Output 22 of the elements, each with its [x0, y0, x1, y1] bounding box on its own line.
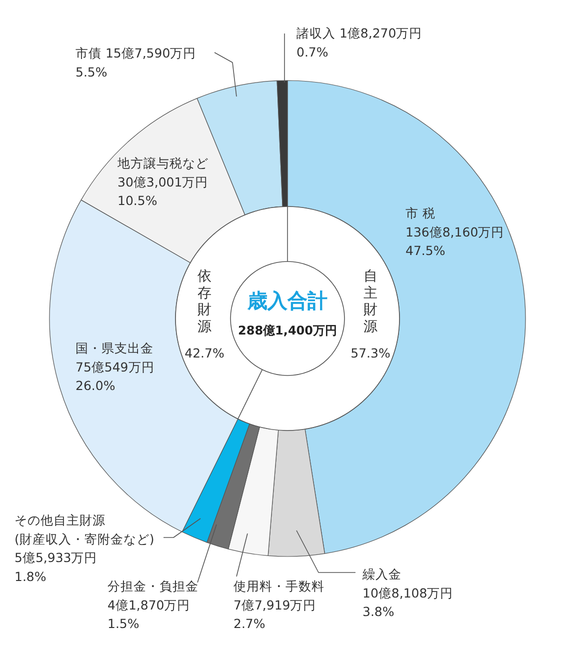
- text: 自主財源: [364, 268, 378, 335]
- text: 依存財源: [198, 268, 212, 335]
- slice-label: 諸収入 1億8,270万円 0.7%: [296, 26, 422, 60]
- slice-label: 地方譲与税など: [116, 156, 208, 170]
- slice-label: 使用料・手数料: [234, 578, 324, 594]
- slice-label: 分担金・負担金: [108, 578, 198, 594]
- slice-label: 市債 15億7,590万円 5.5%: [76, 46, 196, 80]
- text: 57.3%: [350, 346, 390, 360]
- data-label: 30億3,001万円 10.5%: [118, 174, 208, 208]
- data-label: 136億8,160万円 47.5%: [406, 224, 504, 258]
- text: 42.7%: [184, 346, 224, 360]
- data-label: 7億7,919万円 2.7%: [234, 597, 316, 631]
- data-label: 5億5,933万円 1.8%: [14, 550, 98, 584]
- data-label: 4億1,870万円 1.5%: [108, 597, 190, 631]
- data-label: 10億8,108万円 3.8%: [362, 585, 454, 619]
- slice-label: 繰入金: [362, 566, 402, 582]
- slice-label: 市 税: [406, 206, 436, 220]
- text: 歳入合計: [246, 288, 328, 312]
- slice-label: その他自主財源 (財産収入・寄附金など): [14, 512, 154, 546]
- slice-label: 国・県支出金: [76, 340, 154, 356]
- text: 288億1,400万円: [238, 324, 338, 338]
- data-label: 75億549万円 26.0%: [76, 359, 154, 393]
